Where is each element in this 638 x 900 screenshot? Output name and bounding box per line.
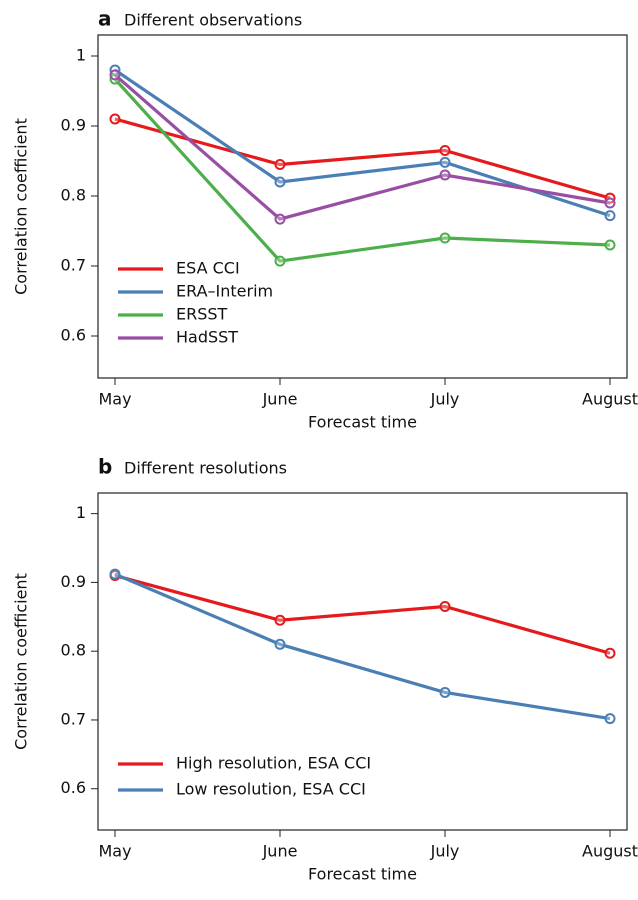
x-axis-label: Forecast time xyxy=(308,865,417,884)
chart-title: Different resolutions xyxy=(124,459,287,478)
data-point xyxy=(604,647,616,659)
legend-label: ERA–Interim xyxy=(176,282,273,301)
x-tick-label: August xyxy=(582,390,638,409)
x-tick-label: May xyxy=(98,842,131,861)
data-point xyxy=(439,686,451,698)
panel-label: a xyxy=(98,7,112,31)
data-point xyxy=(604,197,616,209)
legend-label: HadSST xyxy=(176,328,238,347)
x-tick-label: August xyxy=(582,842,638,861)
chart-title: Different observations xyxy=(124,11,302,30)
data-point xyxy=(439,169,451,181)
series-line xyxy=(113,73,611,221)
x-tick-label: July xyxy=(430,390,460,409)
data-point xyxy=(439,145,451,156)
data-point xyxy=(274,213,286,225)
data-point xyxy=(604,713,616,725)
data-point xyxy=(439,156,451,168)
plot-frame xyxy=(97,492,628,831)
y-tick-label: 0.6 xyxy=(61,326,86,345)
data-point xyxy=(604,210,616,222)
series-line xyxy=(114,68,611,218)
y-tick-label: 1 xyxy=(76,503,86,522)
data-point xyxy=(274,638,286,650)
data-point xyxy=(274,255,286,267)
data-point xyxy=(439,600,451,612)
legend-label: High resolution, ESA CCI xyxy=(176,754,371,773)
y-tick-label: 0.8 xyxy=(61,641,86,660)
legend-label: ERSST xyxy=(176,305,228,324)
y-tick-label: 0.9 xyxy=(61,572,86,591)
x-tick-label: July xyxy=(430,842,460,861)
data-point xyxy=(274,176,286,188)
data-point xyxy=(109,69,121,81)
y-tick-label: 0.9 xyxy=(61,116,86,135)
data-point xyxy=(604,239,616,251)
series-line xyxy=(113,78,611,263)
x-tick-label: June xyxy=(262,842,298,861)
y-tick-label: 0.8 xyxy=(61,186,86,205)
y-tick-label: 0.7 xyxy=(61,256,86,275)
data-point xyxy=(109,113,121,125)
y-tick-label: 0.6 xyxy=(61,778,86,797)
series-line xyxy=(114,572,611,721)
y-tick-label: 0.7 xyxy=(61,709,86,728)
x-tick-label: June xyxy=(262,390,298,409)
x-axis-label: Forecast time xyxy=(308,413,417,432)
series-line xyxy=(114,117,611,200)
plot-frame xyxy=(97,34,628,379)
data-point xyxy=(274,614,286,626)
legend-label: Low resolution, ESA CCI xyxy=(176,780,366,799)
y-tick-label: 1 xyxy=(76,46,86,65)
data-point xyxy=(274,159,286,170)
y-axis-label: Correlation coefficient xyxy=(12,118,31,295)
data-point xyxy=(109,568,121,580)
data-point xyxy=(439,232,451,244)
series-line xyxy=(114,573,611,655)
legend-label: ESA CCI xyxy=(176,259,240,278)
panel-label: b xyxy=(98,455,112,479)
x-tick-label: May xyxy=(98,390,131,409)
y-axis-label: Correlation coefficient xyxy=(12,573,31,750)
